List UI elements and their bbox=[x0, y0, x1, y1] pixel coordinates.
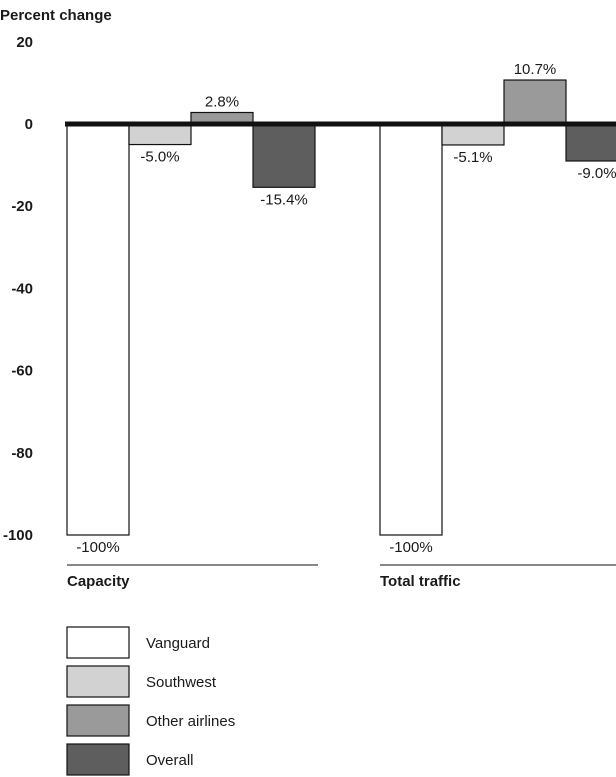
data-label: 2.8% bbox=[205, 93, 239, 110]
legend-swatch-other-airlines bbox=[66, 704, 130, 737]
bar-vanguard-capacity bbox=[66, 123, 130, 536]
bar-other-airlines-total-traffic bbox=[503, 79, 567, 125]
data-label: 10.7% bbox=[514, 61, 557, 78]
data-label: -5.1% bbox=[453, 149, 492, 166]
bar-overall-capacity bbox=[252, 123, 316, 188]
data-label: -15.4% bbox=[260, 191, 308, 208]
data-label: -100% bbox=[389, 539, 432, 556]
data-label: -9.0% bbox=[577, 165, 616, 182]
group-total-traffic: Total traffic bbox=[379, 79, 616, 590]
legend-swatch-overall bbox=[66, 743, 130, 776]
legend-swatch-southwest bbox=[66, 665, 130, 698]
bar-overall-total-traffic bbox=[565, 123, 616, 162]
group-capacity: Capacity bbox=[66, 111, 318, 590]
y-tick-label: -60 bbox=[11, 363, 33, 380]
data-label: -5.0% bbox=[140, 149, 179, 166]
y-tick-label: 0 bbox=[25, 116, 33, 133]
y-tick-label: 20 bbox=[16, 34, 33, 51]
bar-vanguard-total-traffic bbox=[379, 123, 443, 536]
data-label: -100% bbox=[76, 539, 119, 556]
bar-southwest-capacity bbox=[128, 123, 192, 146]
legend: Vanguard Southwest Other airlines Overall bbox=[66, 626, 235, 776]
data-labels: -100% -5.0% 2.8% -15.4% -100% -5.1% 10.7% -9.0% bbox=[76, 61, 616, 556]
legend-label: Southwest bbox=[146, 674, 217, 691]
category-label: Capacity bbox=[67, 573, 130, 590]
y-axis-label: Percent change bbox=[0, 7, 112, 24]
y-ticks: 20 0 -20 -40 -60 -80 -100 bbox=[3, 34, 33, 544]
bar-southwest-total-traffic bbox=[441, 123, 505, 146]
y-tick-label: -80 bbox=[11, 445, 33, 462]
legend-label: Overall bbox=[146, 752, 194, 769]
legend-label: Other airlines bbox=[146, 713, 235, 730]
legend-swatch-vanguard bbox=[66, 626, 130, 659]
y-tick-label: -100 bbox=[3, 527, 33, 544]
legend-label: Vanguard bbox=[146, 635, 210, 652]
y-tick-label: -40 bbox=[11, 280, 33, 297]
category-label: Total traffic bbox=[380, 573, 461, 590]
y-tick-label: -20 bbox=[11, 198, 33, 215]
